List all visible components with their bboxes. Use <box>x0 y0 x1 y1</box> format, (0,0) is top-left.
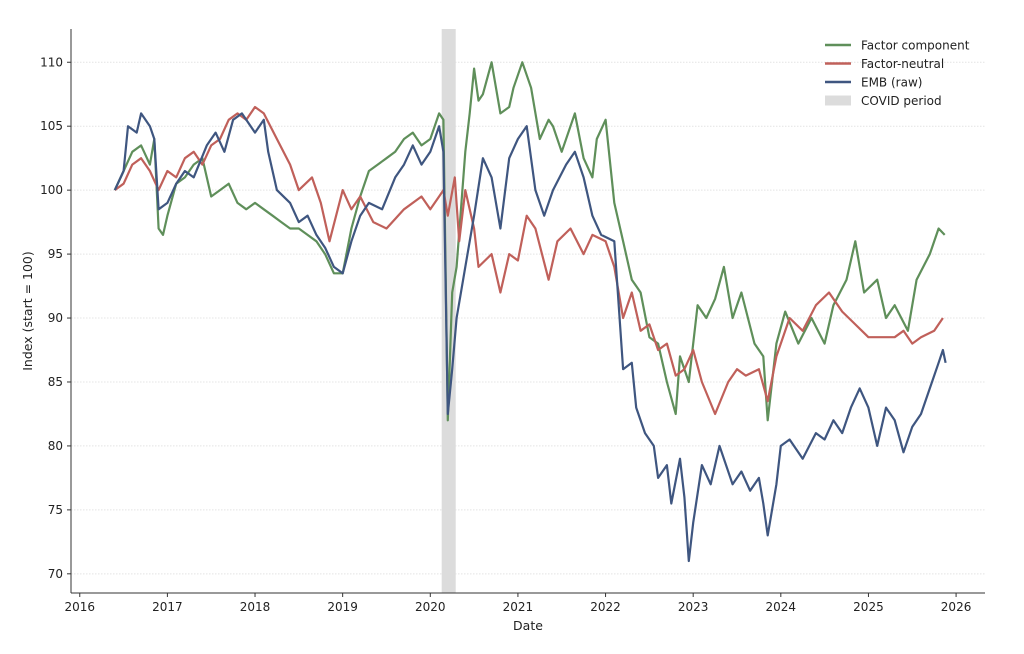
legend-label: Factor component <box>861 39 970 53</box>
legend-label: COVID period <box>861 94 942 108</box>
y-ticks: 70 75 80 85 90 95 100 105 110 <box>40 55 71 581</box>
x-tick-label: 2019 <box>327 600 358 614</box>
y-tick-label: 85 <box>48 375 63 389</box>
x-tick-label: 2016 <box>64 600 95 614</box>
series-line-factor-neutral <box>114 105 944 416</box>
legend: Factor component Factor-neutral EMB (raw) C… <box>825 39 970 108</box>
x-tick-label: 2024 <box>766 600 797 614</box>
y-tick-label: 95 <box>48 247 63 261</box>
x-tick-label: 2021 <box>503 600 534 614</box>
series-line-factor-component <box>113 61 946 422</box>
y-tick-label: 110 <box>40 55 63 69</box>
x-ticks: 2016 2017 2018 2019 2020 2021 2022 2023 2024 2025… <box>64 593 971 614</box>
legend-label: EMB (raw) <box>861 76 922 90</box>
x-tick-label: 2017 <box>152 600 183 614</box>
gridlines <box>71 61 985 575</box>
y-tick-label: 90 <box>48 311 63 325</box>
x-tick-label: 2022 <box>590 600 621 614</box>
y-tick-label: 70 <box>48 567 63 581</box>
y-tick-label: 105 <box>40 119 63 133</box>
x-tick-label: 2020 <box>415 600 446 614</box>
x-axis-label: Date <box>513 618 543 633</box>
x-tick-label: 2025 <box>853 600 884 614</box>
x-tick-label: 2026 <box>941 600 972 614</box>
covid-period-band <box>441 29 456 593</box>
x-tick-label: 2018 <box>240 600 271 614</box>
series-lines <box>113 61 947 563</box>
x-tick-label: 2023 <box>678 600 709 614</box>
y-axis-label: Index (start = 100) <box>20 251 35 371</box>
covid-shaded-region <box>441 29 456 593</box>
legend-label: Factor-neutral <box>861 57 944 71</box>
series-line-emb-raw <box>113 112 947 563</box>
y-tick-label: 100 <box>40 183 63 197</box>
legend-swatch <box>825 95 851 106</box>
y-tick-label: 75 <box>48 503 63 517</box>
y-tick-label: 80 <box>48 439 63 453</box>
